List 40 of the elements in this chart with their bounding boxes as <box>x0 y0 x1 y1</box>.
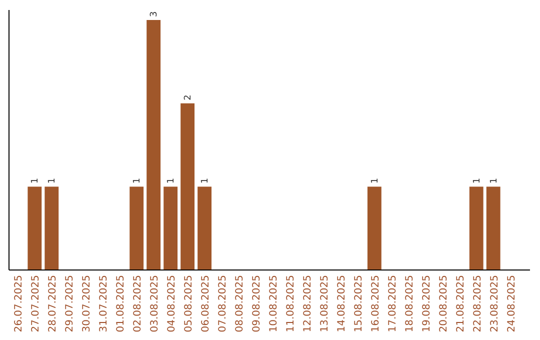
x-tick-label: 12.08.2025 <box>302 275 314 332</box>
data-label: 1 <box>489 178 500 184</box>
x-tick-label: 24.08.2025 <box>506 275 518 332</box>
x-tick-label: 18.08.2025 <box>404 275 416 332</box>
x-tick-label: 13.08.2025 <box>319 275 330 332</box>
x-tick-label: 26.07.2025 <box>14 275 25 332</box>
x-tick-label: 31.07.2025 <box>98 275 110 332</box>
x-tick-label: 19.08.2025 <box>421 275 432 332</box>
x-tick-label: 04.08.2025 <box>166 275 178 332</box>
x-tick-label: 05.08.2025 <box>184 275 195 332</box>
x-tick-label: 10.08.2025 <box>268 275 280 332</box>
x-tick-label: 02.08.2025 <box>132 275 144 332</box>
data-label: 1 <box>200 178 211 184</box>
x-tick-label: 07.08.2025 <box>218 275 229 332</box>
x-tick-label: 28.07.2025 <box>48 275 59 332</box>
x-tick-label: 06.08.2025 <box>200 275 212 332</box>
data-label: 2 <box>184 94 194 100</box>
x-tick-label: 27.07.2025 <box>30 275 42 332</box>
data-label: 1 <box>132 178 143 184</box>
x-tick-label: 17.08.2025 <box>387 275 398 332</box>
x-tick-label: 15.08.2025 <box>353 275 364 332</box>
x-tick-label: 11.08.2025 <box>285 275 296 332</box>
data-label: 1 <box>30 178 41 184</box>
data-label: 1 <box>370 178 380 184</box>
x-tick-label: 22.08.2025 <box>472 275 484 332</box>
x-tick-label: 08.08.2025 <box>234 275 246 332</box>
x-tick-label: 20.08.2025 <box>438 275 450 332</box>
x-tick-label: 23.08.2025 <box>489 275 500 332</box>
x-tick-label: 21.08.2025 <box>455 275 466 332</box>
data-label: 3 <box>150 11 160 17</box>
x-tick-label: 30.07.2025 <box>82 275 93 332</box>
x-tick-label: 29.07.2025 <box>64 275 76 332</box>
x-tick-label: 09.08.2025 <box>252 275 263 332</box>
data-label: 1 <box>48 178 58 184</box>
x-tick-label: 14.08.2025 <box>336 275 348 332</box>
x-tick-label: 16.08.2025 <box>370 275 382 332</box>
data-label: 1 <box>166 178 177 184</box>
data-label: 1 <box>472 178 482 184</box>
x-tick-label: 01.08.2025 <box>116 275 127 332</box>
x-tick-label: 03.08.2025 <box>150 275 161 332</box>
